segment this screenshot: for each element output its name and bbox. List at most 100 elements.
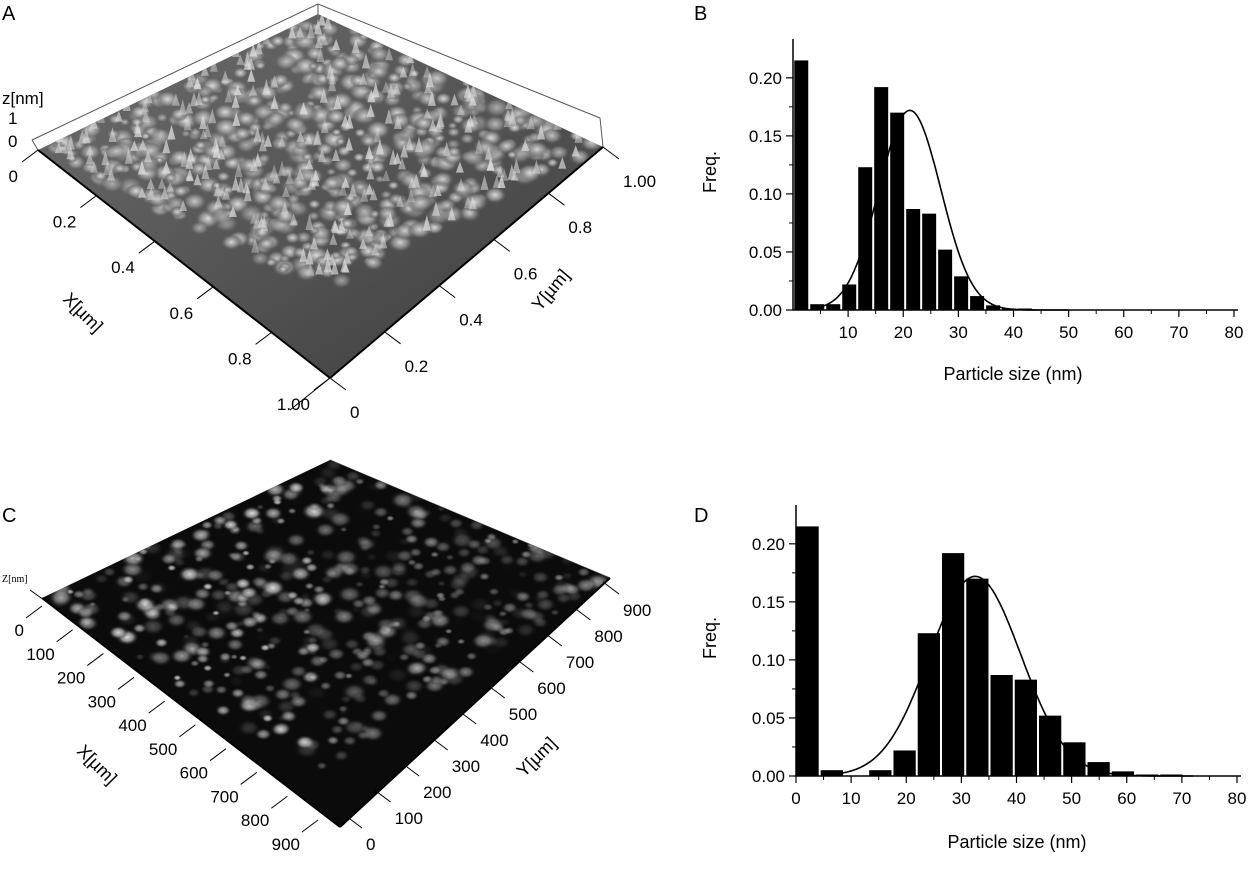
panel-a-surface-spike [296,167,305,180]
panel-c-surface-grain [303,621,329,639]
panel-a-surface-peak [182,193,207,212]
panel-a-surface-spike [54,141,63,153]
panel-a-surface-spike [328,75,337,92]
panel-d-xlabel: Particle size (nm) [947,832,1086,852]
panel-c-surface-grain [343,638,361,651]
panel-a-surface-spike [371,81,380,98]
panel-c-surface-grain [391,705,402,713]
panel-a-y-tick-label: 0 [350,403,359,422]
panel-c-x-tick [148,700,165,714]
panel-c-y-tick [459,711,477,725]
panel-a-surface-spike [318,148,326,162]
panel-a-surface-peak [275,209,296,225]
panel-c-y-axis [339,577,611,828]
panel-a-surface-spike [465,89,474,102]
panel-a-surface-spike [231,45,240,57]
panel-c-surface-grain [369,528,383,539]
panel-c-surface-grain [202,664,213,672]
panel-c-surface-grain [339,526,348,533]
panel-a-surface-spike [558,156,567,169]
panel-c-surface-grain [318,548,338,562]
panel-a-surface-spike [229,206,237,217]
panel-c-surface-grain [405,592,431,610]
panel-c-surface-grain [142,607,163,622]
panel-c-x-tick [179,724,196,738]
panel-a-surface-spike [160,186,169,200]
panel-c-surface-grain [186,687,201,698]
panel-c-surface-grain [252,668,270,681]
panel-d-bar [1038,715,1062,776]
panel-a-surface-spike [359,238,368,249]
panel-c-surface-grain [490,544,512,559]
panel-c-surface-grain [436,506,445,512]
panel-c-surface-grain [128,567,155,586]
panel-c-surface-grain [172,674,182,681]
panel-a-surface-peak [333,158,354,174]
panel-a-surface-spike [383,215,392,227]
panel-c-surface-grain [263,563,273,570]
panel-c-surface-grain [368,708,390,723]
panel-a-surface-spike [307,23,315,39]
panel-c-surface-grain [498,617,512,627]
panel-c-surface-grain [408,659,431,676]
panel-a-surface-spike [270,75,279,88]
panel-b-bar [970,296,985,310]
panel-a-afm-surface: A 0 0.2 0.4 0.6 0.8 1.00 0 0.2 0.4 0.6 0.8 1.00 z[n… [2,3,656,422]
panel-a-x-tick-label: 0.2 [53,213,77,232]
panel-c-surface-grain [468,519,486,532]
panel-a-surface-spike [484,146,493,160]
panel-a-surface-spike [231,176,240,191]
panel-c-surface-grain [385,615,410,632]
panel-a-surface-spike [406,52,415,64]
panel-a-surface-spike [310,237,319,250]
panel-a-surface-spike [305,249,314,265]
panel-c-surface-grain [326,647,347,661]
panel-c-surface-grain [189,527,212,543]
panel-c-x-tick-label: 300 [88,692,116,711]
panel-c-y-tick [402,763,420,777]
panel-b-x-tick-label: 40 [1004,323,1023,342]
panel-a-surface-spike [468,95,477,106]
panel-a-surface-spike [144,150,152,163]
panel-c-surface-grain [255,632,271,643]
panel-c-y-tick-label: 700 [566,653,594,672]
panel-a-surface-spike [299,247,308,262]
panel-c-surface-grain [510,538,520,545]
panel-a-surface-spike [133,121,142,134]
panel-a-surface-peak [325,109,347,126]
panel-a-surface-peak [222,186,235,195]
panel-a-surface-spike [450,93,459,106]
panel-c-surface-grain [137,547,149,556]
panel-c-surface-grain [244,563,256,571]
panel-a-surface-peak [266,112,287,128]
panel-a-surface-spike [289,213,298,226]
panel-c-surface-grain [367,658,387,672]
panel-c-surface-grain [184,595,208,613]
panel-a-surface-spike [508,109,517,125]
panel-a-surface-peak [451,181,475,198]
panel-c-surface-grain [199,641,211,649]
panel-c-surface-grain [308,673,318,681]
panel-c-surface-grain [534,588,552,601]
panel-c-surface-grain [270,722,291,737]
panel-a-surface-peak [235,138,257,154]
panel-a-surface-spike [345,114,354,129]
panel-a-surface-peak [295,231,312,245]
panel-a-surface-spike [203,123,212,138]
panel-a-surface-spike [171,93,180,106]
panel-a-surface-peak [270,137,290,152]
panel-a-surface-spike [379,232,388,249]
panel-a-x-tick-label: 0.4 [111,258,135,277]
panel-c-surface-grain [366,677,380,687]
panel-a-surface-spike [463,83,472,98]
panel-c-label: C [2,505,16,527]
panel-c-surface-grain [550,582,571,598]
panel-c-y-tick-label: 300 [452,757,480,776]
panel-c-surface-grain [121,574,135,585]
panel-c-surface-grain [342,735,358,747]
panel-a-surface-spike [436,111,445,128]
panel-a-surface-spike [264,134,272,147]
panel-a-surface-spike [447,206,456,221]
panel-a-z-tick-0: 0 [8,132,17,151]
panel-a-surface-peak [387,181,400,191]
